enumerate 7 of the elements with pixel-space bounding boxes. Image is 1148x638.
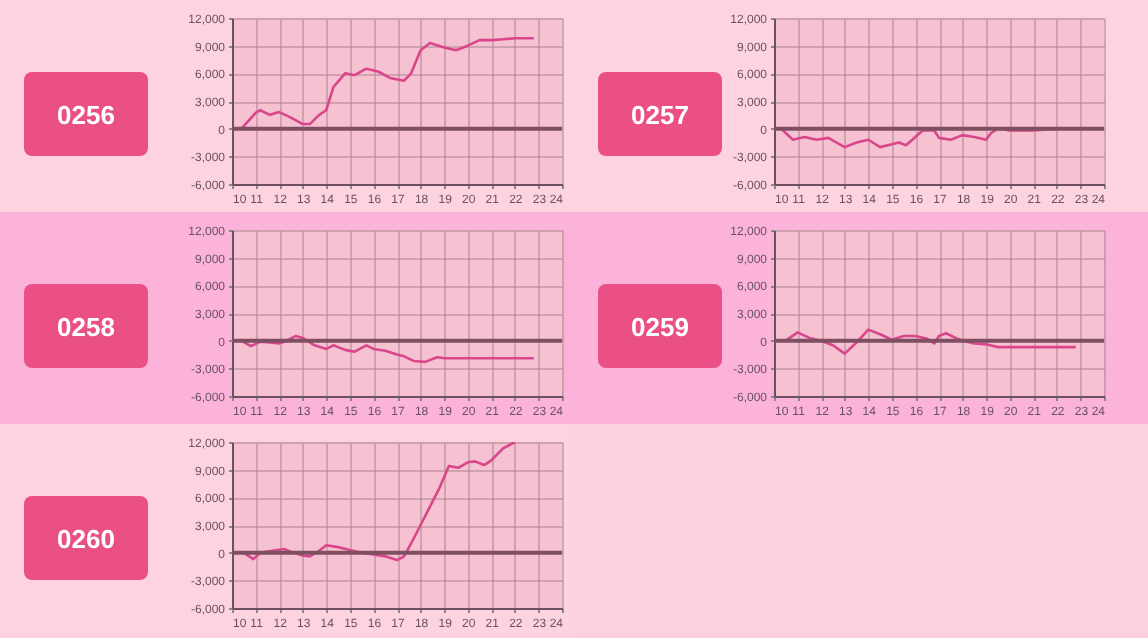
line-series — [240, 334, 536, 364]
text: 0257 — [598, 72, 722, 156]
text: 0256 — [24, 72, 148, 156]
text: 0258 — [24, 284, 148, 368]
text: 0259 — [598, 284, 722, 368]
line-series — [240, 36, 536, 130]
text: 0260 — [24, 496, 148, 580]
